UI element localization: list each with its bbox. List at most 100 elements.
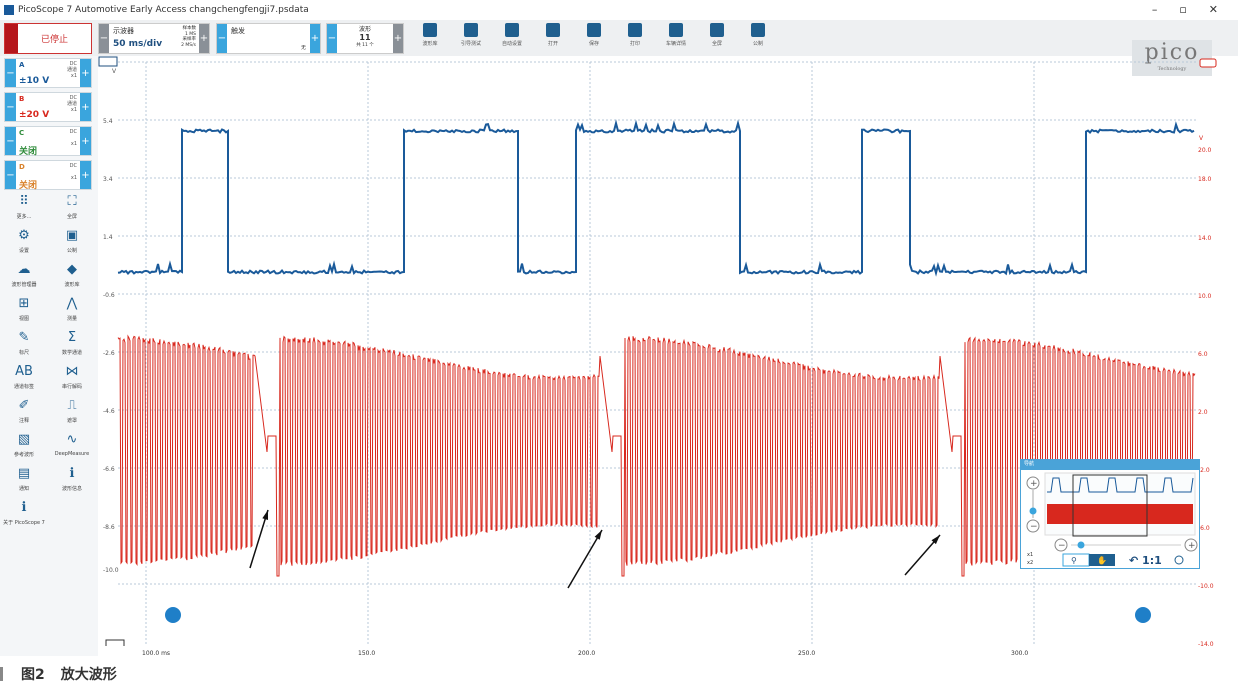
left-axis-tick: -2.6 bbox=[103, 350, 115, 357]
waveform-prev-button[interactable]: − bbox=[327, 24, 337, 53]
scroll-left-button[interactable] bbox=[165, 607, 181, 623]
channel-c-control[interactable]: − C 关闭 DC x1 + bbox=[4, 126, 92, 157]
sidebar-item-view[interactable]: ⊞ 视图 bbox=[2, 296, 46, 322]
channel-a-axis-marker[interactable] bbox=[98, 56, 118, 67]
toolbar-button-label: 全屏 bbox=[711, 41, 722, 47]
sidebar-item-abcd[interactable]: AB 通道标签 bbox=[2, 364, 46, 390]
navigator-view-window[interactable] bbox=[1072, 474, 1148, 537]
channel-d-control[interactable]: − D 关闭 DC x1 + bbox=[4, 160, 92, 191]
figure-text: 放大波形 bbox=[60, 667, 117, 683]
sidebar-item-measure[interactable]: ⋀ 测量 bbox=[50, 296, 94, 322]
toolbar-button-label: 自动设置 bbox=[501, 41, 522, 47]
sidebar-item-mask[interactable]: ⎍ 遮罩 bbox=[50, 398, 94, 424]
sidebar-item-serial-decode[interactable]: ⋈ 串行解码 bbox=[50, 364, 94, 390]
timebase-value[interactable]: 50 ms/div bbox=[113, 39, 163, 49]
navigator-panel[interactable]: 导航 + − − + ⚲ ✋ ↶ 1:1 x1 x2 bbox=[1020, 459, 1200, 569]
sidebar-item-sigma[interactable]: Σ 数学通道 bbox=[50, 330, 94, 356]
pan-tool-button[interactable] bbox=[1089, 554, 1115, 566]
vertical-zoom-slider[interactable] bbox=[1029, 507, 1037, 515]
close-button[interactable]: ✕ bbox=[1208, 3, 1218, 16]
channel-range-decrease-button[interactable]: − bbox=[5, 161, 16, 189]
scroll-right-button[interactable] bbox=[1135, 607, 1151, 623]
app-logo-icon bbox=[4, 5, 14, 15]
channel-range[interactable]: 关闭 bbox=[19, 147, 38, 157]
toolbar-button-8[interactable]: 公制 bbox=[738, 23, 778, 47]
sidebar-item-deepmeasure[interactable]: ∿ DeepMeasure bbox=[50, 432, 94, 457]
toolbar-button-6[interactable]: 车辆详情 bbox=[656, 23, 696, 47]
channel-a-trace bbox=[117, 119, 1195, 277]
figure-number: 图2 bbox=[21, 667, 45, 683]
zoom-in-vertical-button[interactable] bbox=[1026, 476, 1040, 490]
sidebar-item-info[interactable]: ℹ 波形信息 bbox=[50, 466, 94, 492]
deepmeasure-icon: ∿ bbox=[66, 432, 78, 447]
scope-plot[interactable]: 7.45.43.41.4-0.6-2.6-4.6-6.6-8.6-10.0V20… bbox=[98, 56, 1238, 660]
horizontal-zoom-slider[interactable] bbox=[1077, 541, 1085, 549]
channel-coupling: DC 通道 x1 bbox=[66, 95, 77, 113]
zoom-in-horizontal-button[interactable] bbox=[1184, 538, 1198, 552]
toolbar-button-1[interactable]: 引导测试 bbox=[451, 23, 491, 47]
sidebar-item-library[interactable]: ◆ 波形库 bbox=[50, 262, 94, 288]
svg-text:+: + bbox=[1030, 479, 1038, 489]
sidebar-item-label: 通知 bbox=[18, 486, 29, 492]
channel-range-increase-button[interactable]: + bbox=[80, 127, 91, 155]
reset-zoom-button[interactable]: ↶ 1:1 bbox=[1129, 554, 1162, 567]
info-icon[interactable] bbox=[1174, 555, 1184, 565]
sidebar-item-label: 全屏 bbox=[66, 214, 77, 220]
view-icon: ⊞ bbox=[18, 296, 30, 311]
channel-b-control[interactable]: − B ±20 V DC 通道 x1 + bbox=[4, 92, 92, 122]
arrow-head-icon bbox=[262, 510, 268, 520]
sidebar-item-fullscreen[interactable]: ⛶ 全屏 bbox=[50, 194, 94, 220]
sidebar-item-units[interactable]: ▣ 公制 bbox=[50, 228, 94, 254]
grid-icon: ⠿ bbox=[19, 194, 29, 209]
run-stop-button[interactable]: 已停止 bbox=[4, 23, 92, 54]
x-axis-tick: 250.0 bbox=[798, 650, 815, 657]
arrow-head-icon bbox=[594, 530, 602, 540]
toolbar-button-5[interactable]: 打印 bbox=[615, 23, 655, 47]
channel-a-control[interactable]: − A ±10 V DC 通道 x1 + bbox=[4, 58, 92, 88]
channel-range-increase-button[interactable]: + bbox=[80, 161, 91, 189]
toolbar-icon-5 bbox=[628, 23, 642, 37]
channel-range-increase-button[interactable]: + bbox=[80, 59, 91, 87]
channel-range-decrease-button[interactable]: − bbox=[5, 127, 16, 155]
channel-range[interactable]: ±20 V bbox=[19, 110, 50, 120]
toolbar-button-0[interactable]: 波形库 bbox=[410, 23, 450, 47]
channel-range-increase-button[interactable]: + bbox=[80, 93, 91, 121]
toolbar-icon-4 bbox=[587, 23, 601, 37]
sidebar-item-waveform-manager[interactable]: ☁ 波形管理器 bbox=[2, 262, 46, 288]
sidebar-item-keyboard[interactable]: ▤ 通知 bbox=[2, 466, 46, 492]
maximize-button[interactable]: ▫ bbox=[1179, 3, 1187, 16]
minimize-button[interactable]: – bbox=[1151, 3, 1158, 16]
sidebar-item-ruler[interactable]: ✎ 标尺 bbox=[2, 330, 46, 356]
timebase-increase-button[interactable]: + bbox=[199, 24, 209, 53]
sidebar-item-reference[interactable]: ▧ 参考波形 bbox=[2, 432, 46, 458]
trigger-marker[interactable] bbox=[105, 639, 125, 646]
toolbar-button-7[interactable]: 全屏 bbox=[697, 23, 737, 47]
toolbar-button-2[interactable]: 自动设置 bbox=[492, 23, 532, 47]
zoom-out-horizontal-button[interactable] bbox=[1054, 538, 1068, 552]
navigator-channel-b-preview bbox=[1047, 504, 1193, 524]
timebase-decrease-button[interactable]: − bbox=[99, 24, 109, 53]
left-axis-tick: 5.4 bbox=[103, 118, 113, 125]
trigger-prev-button[interactable]: − bbox=[217, 24, 227, 53]
toolbar-button-4[interactable]: 保存 bbox=[574, 23, 614, 47]
channel-range-decrease-button[interactable]: − bbox=[5, 93, 16, 121]
toolbar-button-3[interactable]: 打开 bbox=[533, 23, 573, 47]
annotation-arrow bbox=[249, 509, 269, 569]
trigger-control: − 触发 无 + bbox=[216, 23, 321, 54]
trigger-mode[interactable]: 无 bbox=[300, 45, 306, 51]
arrow-head-icon bbox=[931, 535, 940, 545]
channel-b-axis-marker[interactable] bbox=[1199, 58, 1217, 68]
channel-range[interactable]: 关闭 bbox=[19, 181, 38, 191]
sidebar-item-gear[interactable]: ⚙ 设置 bbox=[2, 228, 46, 254]
sidebar-item-grid[interactable]: ⠿ 更多... bbox=[2, 194, 46, 220]
channel-range-decrease-button[interactable]: − bbox=[5, 59, 16, 87]
serial-decode-icon: ⋈ bbox=[65, 364, 79, 379]
zoom-out-vertical-button[interactable] bbox=[1026, 519, 1040, 533]
sidebar-item-note[interactable]: ✐ 注释 bbox=[2, 398, 46, 424]
toolbar-button-label: 打印 bbox=[629, 41, 640, 47]
channel-range[interactable]: ±10 V bbox=[19, 76, 50, 86]
trigger-next-button[interactable]: + bbox=[310, 24, 320, 53]
sidebar-item-about[interactable]: ℹ 关于 PicoScope 7 bbox=[2, 500, 46, 526]
waveform-next-button[interactable]: + bbox=[393, 24, 403, 53]
channel-name: B bbox=[19, 95, 25, 103]
